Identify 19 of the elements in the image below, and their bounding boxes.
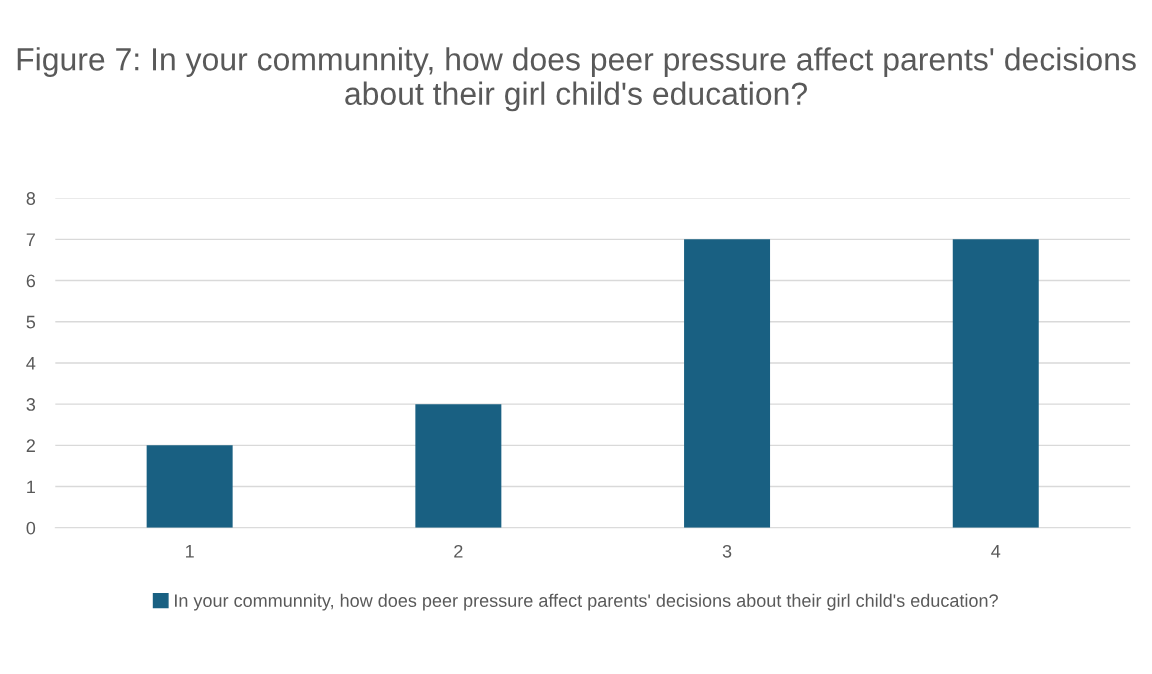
y-tick-label: 7 xyxy=(26,233,35,246)
x-tick-label: 1 xyxy=(186,545,194,558)
x-tick-label: 2 xyxy=(454,544,463,558)
bar xyxy=(684,239,771,528)
y-tick-label: 6 xyxy=(26,274,36,288)
y-tick-label: 1 xyxy=(27,480,35,494)
y-tick-label: 4 xyxy=(26,357,36,370)
y-tick-label: 2 xyxy=(26,439,35,452)
x-tick-label: 3 xyxy=(722,544,732,558)
y-tick-label: 8 xyxy=(26,192,36,205)
chart-title: Figure 7: In your communnity, how does peer pressure affect parents' decisions about their girl child's education? xyxy=(17,47,1136,112)
bar xyxy=(415,404,502,528)
legend-label: In your communnity, how does peer pressure affect parents' decisions about their girl child's education? xyxy=(175,593,998,611)
bar xyxy=(952,239,1039,528)
x-tick-label: 4 xyxy=(991,545,1001,558)
y-tick-label: 3 xyxy=(26,398,36,411)
y-tick-label: 5 xyxy=(26,315,36,329)
y-tick-label: 0 xyxy=(26,521,36,535)
bar xyxy=(146,445,233,528)
